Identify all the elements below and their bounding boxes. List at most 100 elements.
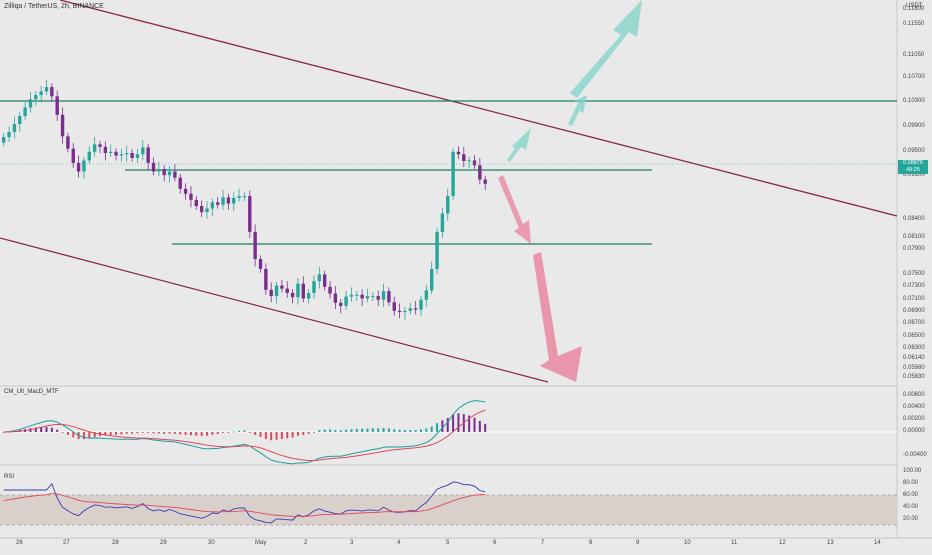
macd-histogram-bar (457, 413, 460, 432)
candle-body (18, 116, 22, 125)
candle-body (376, 296, 380, 300)
macd-histogram-bar (222, 432, 225, 433)
candle-body (44, 87, 49, 92)
macd-histogram-bar (345, 429, 348, 432)
candle-body (125, 153, 129, 155)
macd-histogram-bar (163, 432, 166, 434)
candle-body (141, 147, 145, 155)
macd-histogram-bar (452, 414, 455, 432)
candle-body (12, 124, 17, 133)
price-tick-label: 0.07100 (903, 295, 925, 302)
candle-body (483, 179, 487, 184)
candle-body (264, 268, 268, 290)
candle-body (98, 144, 102, 147)
macd-histogram-bar (200, 432, 203, 436)
candle-body (34, 95, 38, 100)
candle-body (419, 299, 423, 310)
candle-body (472, 160, 477, 166)
candle-body (232, 198, 236, 204)
time-tick-label: 29 (160, 540, 167, 546)
candle-body (119, 154, 124, 156)
candle-body (467, 160, 471, 162)
time-tick-label: 2 (304, 540, 308, 546)
bearish-arrow-medium (498, 175, 531, 244)
bullish-arrow-small (507, 128, 531, 162)
candle-body (60, 114, 65, 137)
macd-histogram-bar (264, 432, 267, 440)
macd-histogram-bar (446, 417, 449, 432)
candle-body (248, 196, 252, 232)
candle-body (456, 151, 461, 155)
macd-histogram-bar (141, 432, 144, 433)
price-tick-label: 0.10300 (903, 98, 925, 105)
candle-body (381, 291, 386, 300)
price-tick-label: 0.08100 (903, 234, 925, 241)
time-tick-label: 14 (874, 540, 881, 546)
macd-histogram-bar (280, 432, 283, 440)
macd-histogram-bar (61, 432, 64, 433)
candle-body (237, 196, 241, 199)
time-tick-label: 12 (779, 540, 786, 546)
candle-body (430, 268, 434, 291)
time-tick-label: 8 (589, 540, 593, 546)
candle-body (365, 296, 370, 299)
candle-body (323, 274, 327, 287)
macd-histogram-bar (425, 428, 428, 432)
candle-body (317, 274, 322, 282)
macd-histogram-bar (184, 432, 187, 435)
macd-histogram-bar (334, 429, 337, 432)
macd-histogram-bar (29, 428, 32, 432)
rsi-tick-label: 60.00 (903, 492, 919, 498)
macd-histogram-bar (216, 432, 219, 435)
candle-body (103, 146, 108, 154)
time-tick-label: 30 (208, 540, 215, 546)
candle-body (290, 292, 295, 298)
channel-lower-line (0, 237, 549, 383)
price-tick-label: 0.07300 (903, 283, 925, 290)
rsi-title: RSI (4, 474, 15, 480)
macd-tick-label: 0.00200 (903, 416, 925, 422)
rsi-tick-label: 80.00 (903, 480, 919, 486)
price-axis[interactable]: 0.11800 0.11550 0.11050 0.10700 0.10300 0.099… (897, 0, 932, 538)
macd-histogram-bar (313, 431, 315, 433)
macd-histogram-bar (355, 428, 358, 432)
candle-body (55, 96, 59, 115)
macd-histogram-bar (195, 432, 198, 436)
bullish-arrow-large (570, 0, 642, 98)
candle-body (451, 151, 455, 197)
macd-histogram-bar (104, 432, 107, 436)
candle-body (280, 285, 284, 289)
macd-layer (0, 400, 897, 465)
price-tick-label: 0.09500 (903, 147, 925, 154)
candle-body (66, 136, 70, 149)
macd-histogram-bar (56, 429, 59, 432)
macd-histogram-bar (259, 432, 262, 437)
macd-histogram-bar (157, 432, 160, 434)
candle-body (296, 283, 300, 298)
candle-body (408, 308, 412, 311)
macd-histogram-bar (270, 432, 273, 441)
macd-histogram-bar (211, 432, 214, 435)
candle-body (216, 202, 220, 205)
price-tick-label: 0.05980 (903, 364, 925, 371)
candle-body (312, 281, 316, 293)
candle-body (397, 310, 402, 313)
candle-body (285, 288, 289, 293)
macd-signal-line (3, 409, 486, 461)
candle-body (349, 294, 354, 297)
candle-body (328, 286, 332, 294)
macd-histogram-bar (286, 432, 289, 439)
macd-histogram-bar (393, 429, 396, 432)
candle-body (173, 171, 177, 178)
macd-histogram-bar (45, 427, 48, 432)
macd-histogram-bar (329, 429, 332, 432)
macd-histogram-bar (227, 432, 230, 433)
candle-body (360, 294, 364, 299)
macd-histogram-bar (436, 423, 439, 432)
macd-histogram-bar (131, 432, 134, 434)
macd-histogram-bar (82, 432, 85, 440)
candle-body (344, 296, 348, 306)
candle-body (339, 302, 343, 306)
candle-body (7, 132, 11, 137)
